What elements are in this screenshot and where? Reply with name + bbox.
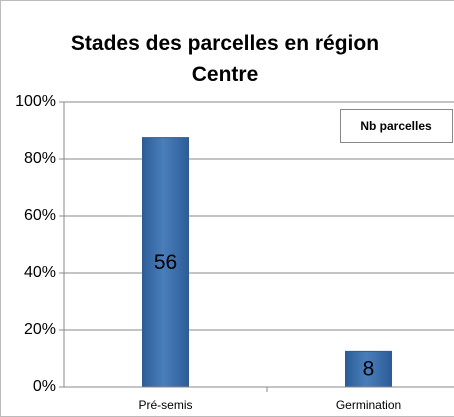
y-tick-label: 20%	[24, 321, 56, 338]
bar	[142, 137, 189, 388]
y-tick-label: 100%	[15, 93, 56, 110]
y-tick-label: 80%	[24, 150, 56, 167]
x-tick-label: Pré-semis	[138, 398, 192, 412]
data-label: 56	[154, 251, 177, 274]
y-tick-label: 40%	[24, 264, 56, 281]
y-tick-label: 0%	[33, 378, 56, 395]
bar	[345, 350, 392, 388]
legend-box	[340, 109, 453, 143]
chart-title: Stades des parcelles en région Centre	[70, 32, 380, 86]
y-tick-label: 60%	[24, 207, 56, 224]
x-tick-label: Germination	[336, 398, 401, 412]
data-label: 8	[363, 358, 375, 381]
legend-entry: Nb parcelles	[360, 119, 432, 133]
